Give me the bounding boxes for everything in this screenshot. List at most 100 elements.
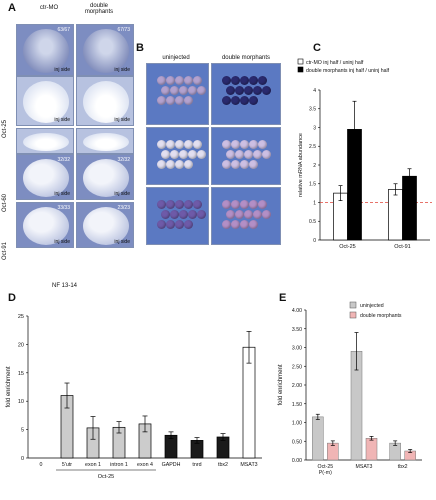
panel-b-embryo-tile — [146, 63, 209, 125]
bar — [242, 346, 256, 459]
embryo-dot — [231, 220, 240, 229]
y-tick-label: 3 — [313, 125, 316, 131]
embryo-shape — [23, 159, 69, 197]
embryo-dot — [193, 200, 202, 209]
panel-a-embryo-tile: inj side 67/73 — [76, 24, 134, 76]
panel-b-embryo-tile — [211, 63, 281, 125]
x-tick-label: MSAT3 — [240, 462, 257, 468]
embryo-dot — [179, 150, 188, 159]
embryo-shape — [23, 207, 69, 245]
x-tick-label: tnrd — [192, 462, 201, 468]
embryo-count-label: 32/32 — [57, 157, 70, 163]
embryo-dot — [231, 200, 240, 209]
x-tick-label: Oct-25 — [318, 464, 334, 470]
y-tick-label: 3.00 — [292, 346, 302, 352]
embryo-dot — [262, 150, 271, 159]
panel-a-embryo-tile: inj side 23/23 — [76, 202, 134, 248]
embryo-dot — [226, 210, 235, 219]
embryo-count-label: 32/32 — [117, 157, 130, 163]
panel-a-col-header-2: double morphants — [84, 3, 114, 15]
x-tick-label: P(-m) — [319, 470, 332, 476]
y-tick-label: 2.5 — [309, 144, 316, 150]
embryo-dot — [249, 200, 258, 209]
embryo-shape — [83, 133, 129, 151]
y-tick-label: 0 — [21, 456, 24, 462]
group-label: Oct-25 — [98, 474, 115, 480]
panel-a-row-label-oct60: Oct-60 — [2, 193, 8, 212]
y-axis-label: fold enrichment — [6, 366, 12, 407]
y-tick-label: 3.50 — [292, 327, 302, 333]
embryo-dot — [179, 86, 188, 95]
y-tick-label: 4.00 — [292, 308, 302, 314]
embryo-count-label: 67/73 — [117, 27, 130, 33]
embryo-dot — [184, 200, 193, 209]
y-tick-label: 1.5 — [309, 182, 316, 188]
embryo-shape — [23, 29, 69, 73]
embryo-dot — [161, 86, 170, 95]
embryo-dot — [157, 200, 166, 209]
y-tick-label: 10 — [18, 399, 24, 405]
embryo-dot — [166, 96, 175, 105]
embryo-dot — [188, 150, 197, 159]
embryo-dot — [222, 140, 231, 149]
y-tick-label: 1.00 — [292, 421, 302, 427]
embryo-dot — [231, 76, 240, 85]
embryo-dot — [157, 96, 166, 105]
bar — [388, 189, 403, 241]
legend-label: double morphants inj half / uninj half — [306, 68, 390, 74]
embryo-dot — [184, 160, 193, 169]
inj-side-label: inj side — [114, 191, 130, 197]
x-tick-label: Oct-25 — [339, 244, 356, 250]
panel-b-row-label-3: Oct-91 — [139, 204, 145, 223]
embryo-dot — [175, 140, 184, 149]
inj-side-label: inj side — [54, 67, 70, 73]
inj-side-label: inj side — [114, 239, 130, 245]
y-tick-label: 0.00 — [292, 458, 302, 464]
legend-label: ctr-MO inj half / uninj half — [306, 60, 364, 66]
embryo-dot — [226, 86, 235, 95]
embryo-dot — [226, 150, 235, 159]
embryo-dot — [222, 96, 231, 105]
embryo-dot — [249, 96, 258, 105]
embryo-dot — [166, 200, 175, 209]
embryo-dot — [244, 210, 253, 219]
x-tick-label: 0 — [40, 462, 43, 468]
embryo-dot — [249, 160, 258, 169]
embryo-count-label: 63/67 — [57, 27, 70, 33]
embryo-dot — [157, 76, 166, 85]
x-tick-label: exon 4 — [137, 462, 153, 468]
embryo-count-label: 23/23 — [117, 205, 130, 211]
embryo-dot — [240, 140, 249, 149]
embryo-shape — [23, 81, 69, 123]
legend-swatch — [297, 66, 304, 73]
x-tick-label: exon 1 — [85, 462, 101, 468]
embryo-dot — [197, 150, 206, 159]
panel-a-letter: A — [8, 2, 16, 14]
panel-c-chart: ctr-MO inj half / uninj half double morph… — [297, 58, 432, 250]
bar — [402, 175, 417, 241]
embryo-dot — [175, 160, 184, 169]
x-tick-label: Oct-91 — [394, 244, 411, 250]
panel-d-letter: D — [8, 292, 16, 304]
embryo-dot — [262, 86, 271, 95]
panel-b-embryo-tile — [146, 127, 209, 185]
panel-a-col-header-1: ctr-MO — [39, 5, 59, 11]
legend-swatch — [349, 301, 357, 309]
embryo-dot — [188, 86, 197, 95]
embryo-dot — [235, 86, 244, 95]
panel-b-col-header-1: uninjected — [162, 55, 190, 61]
embryo-dot — [197, 210, 206, 219]
embryo-dot — [193, 140, 202, 149]
y-tick-label: 1.50 — [292, 402, 302, 408]
embryo-dot — [235, 210, 244, 219]
y-tick-label: 0.50 — [292, 439, 302, 445]
embryo-dot — [244, 150, 253, 159]
panel-a-row-label-oct25: Oct-25 — [2, 119, 8, 138]
y-tick-label: 0 — [313, 238, 316, 244]
embryo-dot — [253, 150, 262, 159]
embryo-dot — [222, 220, 231, 229]
embryo-dot — [235, 150, 244, 159]
panel-a-embryo-tile: inj side 63/67 — [16, 24, 74, 76]
embryo-dot — [222, 200, 231, 209]
embryo-dot — [231, 160, 240, 169]
